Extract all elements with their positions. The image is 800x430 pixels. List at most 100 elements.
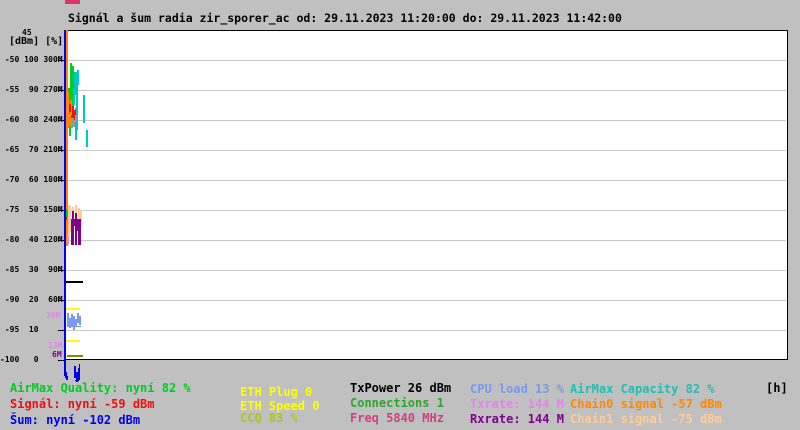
gridline	[65, 240, 786, 241]
series-mark	[77, 313, 79, 323]
gridline	[65, 60, 786, 61]
axis-tick	[58, 360, 65, 361]
rate-marker-label: 39M	[46, 311, 61, 320]
series-mark	[66, 30, 68, 246]
axis-tick-label: -85 30 90M	[0, 265, 63, 274]
axis-tick	[58, 120, 65, 121]
series-mark	[69, 104, 71, 112]
series-mark	[74, 72, 77, 95]
legend-item: Freq 5840 MHz	[350, 411, 444, 425]
legend-item: Šum: nyní -102 dBm	[10, 413, 141, 427]
series-mark	[68, 88, 70, 115]
series-mark	[70, 100, 72, 122]
rate-marker-label: 13M	[48, 341, 63, 350]
axis-tick-label: -50 100 300M	[0, 55, 63, 64]
series-mark	[79, 316, 81, 325]
gridline	[65, 180, 786, 181]
series-mark	[68, 205, 70, 238]
axis-tick	[58, 90, 65, 91]
gridline	[65, 330, 786, 331]
series-mark	[67, 233, 68, 243]
plot-area	[64, 30, 788, 360]
legend-item: ETH Plug 0	[240, 385, 313, 399]
series-mark	[66, 376, 68, 380]
series-mark	[71, 118, 73, 128]
series-mark	[74, 226, 75, 245]
legend-item: AirMax Capacity 82 %	[570, 382, 715, 396]
axis-tick	[58, 330, 65, 331]
axis-tick	[58, 150, 65, 151]
axis-tick	[58, 240, 65, 241]
legend-item: Signál: nyní -59 dBm	[10, 397, 155, 411]
gridline	[65, 150, 786, 151]
series-mark	[71, 314, 73, 327]
legend-item: Connections 1	[350, 396, 444, 410]
series-mark	[67, 326, 81, 327]
series-mark	[65, 281, 83, 283]
axis-tick	[58, 300, 65, 301]
axis-units-header: [dBm] [%]	[9, 36, 64, 47]
series-mark	[71, 219, 81, 245]
series-mark	[78, 368, 80, 380]
axis-tick-label: -95 10	[0, 325, 39, 334]
series-mark	[70, 63, 72, 100]
legend-item: CCQ 83 %	[240, 411, 298, 425]
legend-item: Rxrate: 144 M	[470, 412, 564, 426]
axis-tick	[58, 60, 65, 61]
series-mark	[66, 308, 80, 310]
gridline	[65, 210, 786, 211]
legend-item: AirMax Quality: nyní 82 %	[10, 381, 191, 395]
series-mark	[73, 316, 75, 330]
series-mark	[64, 30, 66, 376]
legend-item: Chain1 signal -75 dBm	[570, 412, 722, 426]
gridline	[65, 90, 786, 91]
axis-tick-label: -80 40 120M	[0, 235, 63, 244]
series-mark	[69, 116, 71, 126]
series-mark	[66, 340, 80, 342]
series-mark	[77, 231, 78, 245]
series-mark	[83, 95, 85, 123]
axis-tick-label: -60 80 240M	[0, 115, 63, 124]
series-mark	[71, 95, 74, 110]
axis-tick-label: -55 90 270M	[0, 85, 63, 94]
series-mark	[67, 313, 69, 326]
series-mark	[78, 208, 80, 222]
series-mark	[67, 92, 69, 128]
series-mark	[74, 366, 76, 378]
legend-item: Txrate: 144 M	[470, 397, 564, 411]
series-mark	[75, 108, 77, 140]
series-mark	[68, 237, 69, 244]
chart-title: Signál a šum radia zir_sporer_ac od: 29.…	[68, 11, 622, 25]
legend-item: CPU load 13 %	[470, 382, 564, 396]
rate-marker-label: 6M	[52, 350, 62, 359]
series-mark	[70, 206, 71, 232]
title-marker-swatch	[65, 0, 80, 4]
series-mark	[72, 211, 74, 219]
legend-item: Chain0 signal -57 dBm	[570, 397, 722, 411]
series-mark	[77, 70, 79, 85]
series-mark	[66, 217, 67, 220]
series-mark	[65, 372, 67, 378]
axis-tick-label: -65 70 210M	[0, 145, 63, 154]
series-mark	[73, 90, 75, 105]
gridline	[65, 270, 786, 271]
x-axis-unit-label: [h]	[766, 381, 788, 395]
axis-tick-label: -70 60 180M	[0, 175, 63, 184]
axis-top-value: 45	[22, 28, 32, 37]
axis-tick	[58, 180, 65, 181]
series-mark	[66, 210, 68, 217]
legend-item: TxPower 26 dBm	[350, 381, 452, 395]
series-mark	[80, 210, 82, 226]
series-mark	[64, 360, 66, 374]
series-mark	[75, 380, 79, 381]
series-mark	[86, 130, 88, 147]
series-mark	[72, 66, 74, 112]
axis-tick-label: -75 50 150M	[0, 205, 63, 214]
series-mark	[75, 115, 77, 122]
series-mark	[75, 319, 77, 327]
legend-item: ETH Speed 0	[240, 399, 320, 413]
axis-tick	[58, 210, 65, 211]
series-mark	[72, 112, 74, 126]
series-mark	[76, 372, 78, 382]
